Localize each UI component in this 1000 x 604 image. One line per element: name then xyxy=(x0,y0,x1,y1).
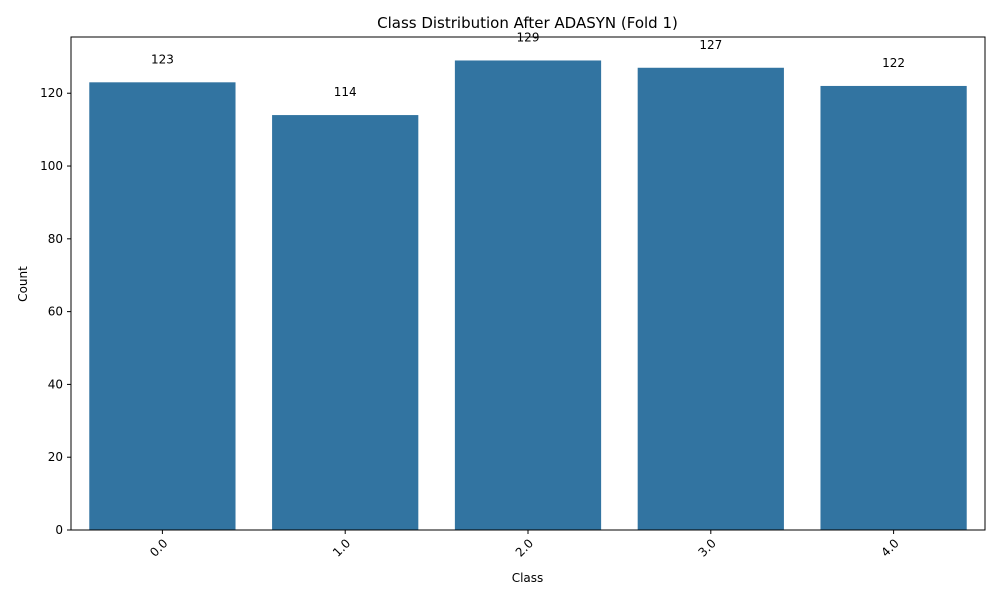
bars-layer xyxy=(89,60,967,530)
y-tick-label-1: 20 xyxy=(48,450,63,464)
y-axis-label: Count xyxy=(16,266,30,302)
y-tick-label-0: 0 xyxy=(55,523,63,537)
chart-title: Class Distribution After ADASYN (Fold 1) xyxy=(377,14,678,32)
y-tick-label-6: 120 xyxy=(40,86,63,100)
data-label-3: 127 xyxy=(699,38,722,52)
data-label-4: 122 xyxy=(882,56,905,70)
plot-frame xyxy=(70,36,986,531)
bar-2 xyxy=(454,60,602,530)
data-label-1: 114 xyxy=(334,85,357,99)
data-label-0: 123 xyxy=(151,52,174,66)
bar-1 xyxy=(272,115,419,530)
x-axis-label: Class xyxy=(512,571,544,585)
y-tick-label-4: 80 xyxy=(48,232,63,246)
y-tick-label-3: 60 xyxy=(48,305,63,319)
bar-4 xyxy=(820,85,967,530)
bar-0 xyxy=(89,82,236,530)
y-tick-label-2: 40 xyxy=(48,377,63,391)
bar-3 xyxy=(637,67,784,530)
y-tick-label-5: 100 xyxy=(40,159,63,173)
axes-frame xyxy=(70,36,986,531)
